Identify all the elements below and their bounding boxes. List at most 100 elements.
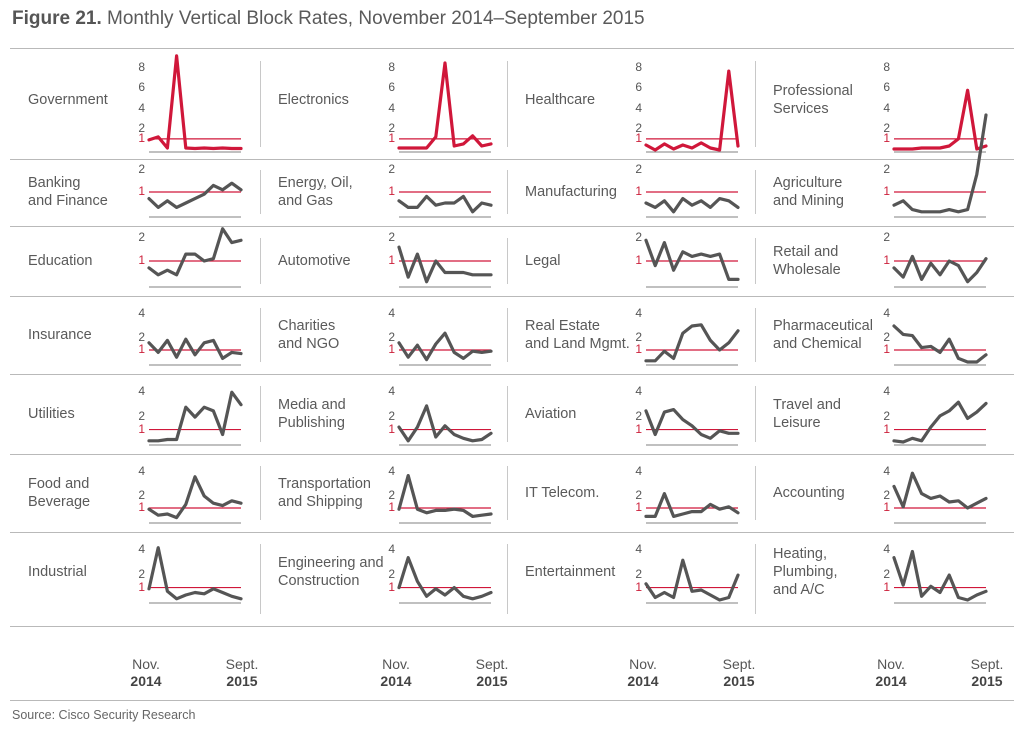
panel-label: Food and Beverage xyxy=(28,475,90,511)
panel-label: Real Estate and Land Mgmt. xyxy=(525,317,630,353)
y-tick-label: 2 xyxy=(883,230,890,244)
column-separator xyxy=(507,238,508,284)
panel-label-line: Energy, Oil, xyxy=(278,175,353,191)
y-tick-reference: 1 xyxy=(138,184,145,198)
y-tick-label: 4 xyxy=(388,100,395,115)
y-tick-label: 2 xyxy=(138,488,145,502)
panel-label: Education xyxy=(28,252,93,270)
panel-label: Manufacturing xyxy=(525,183,617,201)
chart-row: Industrial 4 2 1 Engineering and Construction… xyxy=(10,532,1014,627)
y-tick-reference: 1 xyxy=(388,500,395,514)
column-separator xyxy=(260,386,261,442)
column-separator xyxy=(260,61,261,147)
panel-label: Government xyxy=(28,91,108,109)
panel-legal: Legal 2 1 xyxy=(507,226,755,296)
x-month-label: Sept. xyxy=(225,656,259,672)
sparkline-chart xyxy=(397,191,493,218)
sparkline-chart xyxy=(147,181,243,218)
figure-title: Figure 21. Monthly Vertical Block Rates,… xyxy=(12,8,645,30)
sparkline-chart xyxy=(397,245,493,288)
panel-label-line: Real Estate xyxy=(525,318,600,334)
panel-insurance: Insurance 4 2 1 xyxy=(10,296,260,374)
panel-professional-services: Professional Services 8 6 4 2 1 xyxy=(755,49,1014,159)
series-line xyxy=(147,390,243,443)
series-line xyxy=(397,556,493,601)
y-tick-label: 4 xyxy=(635,542,642,557)
column-separator xyxy=(507,308,508,362)
series-line xyxy=(147,546,243,601)
panel-label-line: Heating, xyxy=(773,546,828,562)
series-line xyxy=(892,254,988,284)
chart-row: Utilities 4 2 1 Media and Publishing 4 2 1 Aviati… xyxy=(10,374,1014,455)
panel-label: Transportation and Shipping xyxy=(278,475,371,511)
y-tick-label: 2 xyxy=(138,120,145,135)
sparkline-chart xyxy=(892,113,988,218)
y-tick-reference: 1 xyxy=(388,342,395,356)
series-line xyxy=(892,324,988,364)
series-line xyxy=(397,474,493,519)
x-month-label: Sept. xyxy=(970,656,1004,672)
series-line xyxy=(644,491,740,519)
chart-row: Food and Beverage 4 2 1 Transportation and Shi… xyxy=(10,454,1014,533)
panel-label-line: Pharmaceutical xyxy=(773,318,873,334)
y-tick-reference: 1 xyxy=(883,184,890,198)
panel-industrial: Industrial 4 2 1 xyxy=(10,532,260,626)
panel-accounting: Accounting 4 2 1 xyxy=(755,454,1014,532)
panel-label: Insurance xyxy=(28,326,92,344)
y-tick-label: 8 xyxy=(635,60,642,75)
series-line xyxy=(397,194,493,214)
series-line xyxy=(147,337,243,361)
figure-number: Figure 21. xyxy=(12,8,102,29)
y-tick-label: 8 xyxy=(138,60,145,75)
sparkline-chart xyxy=(147,337,243,366)
x-axis-start: Nov. 2014 xyxy=(371,656,421,690)
y-tick-label: 2 xyxy=(388,230,395,244)
column-separator xyxy=(507,544,508,614)
panel-label-line: Automotive xyxy=(278,253,351,269)
chart-row: Insurance 4 2 1 Charities and NGO 4 2 1 Real Esta… xyxy=(10,296,1014,375)
series-line xyxy=(397,331,493,362)
y-tick-reference: 1 xyxy=(388,130,395,145)
panel-transportation-and-shipping: Transportation and Shipping 4 2 1 xyxy=(260,454,507,532)
series-line xyxy=(892,113,988,214)
sparkline-chart xyxy=(397,556,493,604)
y-tick-reference: 1 xyxy=(138,342,145,356)
y-tick-label: 4 xyxy=(635,306,642,320)
column-separator xyxy=(755,544,756,614)
panel-label: Banking and Finance xyxy=(28,174,108,210)
y-tick-label: 2 xyxy=(883,409,890,424)
panel-label: Heating, Plumbing, and A/C xyxy=(773,545,837,599)
series-line xyxy=(892,400,988,444)
panel-label: Agriculture and Mining xyxy=(773,174,844,210)
series-line xyxy=(397,61,493,150)
panel-retail-and-wholesale: Retail and Wholesale 2 1 xyxy=(755,226,1014,296)
small-multiples-grid: Government 8 6 4 2 1 Electronics 8 6 4 2 1 Healthcar… xyxy=(10,48,1014,648)
panel-label-line: Food and xyxy=(28,476,90,492)
y-tick-label: 6 xyxy=(635,80,642,95)
panel-label: Healthcare xyxy=(525,91,595,109)
x-year-label: 2015 xyxy=(476,673,508,689)
y-tick-reference: 1 xyxy=(883,579,890,594)
y-tick-label: 2 xyxy=(138,230,145,244)
column-separator xyxy=(755,466,756,520)
y-tick-label: 4 xyxy=(388,542,395,557)
panel-label: Automotive xyxy=(278,252,351,270)
panel-engineering-and-construction: Engineering and Construction 4 2 1 xyxy=(260,532,507,626)
x-axis-start: Nov. 2014 xyxy=(618,656,668,690)
y-tick-reference: 1 xyxy=(635,421,642,436)
y-tick-label: 4 xyxy=(138,100,145,115)
panel-automotive: Automotive 2 1 xyxy=(260,226,507,296)
source-note: Source: Cisco Security Research xyxy=(12,708,196,722)
y-tick-reference: 1 xyxy=(138,253,145,267)
column-separator xyxy=(755,61,756,147)
column-separator xyxy=(507,170,508,214)
y-tick-label: 2 xyxy=(635,120,642,135)
x-year-label: 2014 xyxy=(130,673,162,689)
series-line xyxy=(644,196,740,214)
series-line xyxy=(892,471,988,510)
